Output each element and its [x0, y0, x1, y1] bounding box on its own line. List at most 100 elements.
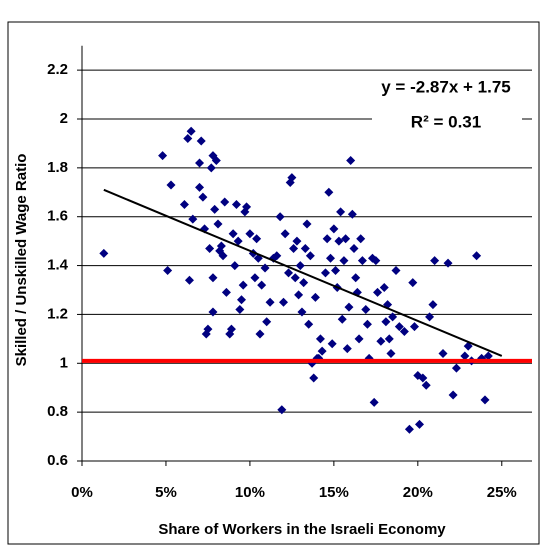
point — [183, 134, 193, 144]
x-tick-label: 20% — [403, 484, 433, 501]
x-tick-label: 5% — [155, 484, 177, 501]
point — [206, 163, 216, 173]
point — [388, 312, 398, 322]
point — [351, 273, 361, 283]
point — [460, 351, 470, 361]
point — [421, 380, 431, 390]
equation: y = -2.87x + 1.75 — [381, 77, 511, 96]
point — [329, 224, 339, 234]
point — [344, 302, 354, 312]
point — [438, 349, 448, 359]
point — [428, 300, 438, 310]
point — [245, 229, 255, 239]
point — [297, 307, 307, 317]
point — [203, 324, 213, 334]
grid — [77, 45, 532, 466]
point — [250, 273, 260, 283]
y-axis-label: Skilled / Unskilled Wage Ratio — [13, 154, 30, 367]
point — [277, 405, 287, 415]
point — [334, 236, 344, 246]
point — [275, 212, 285, 222]
point — [408, 278, 418, 288]
point — [262, 317, 272, 327]
point — [404, 424, 414, 434]
point — [272, 251, 282, 261]
point — [188, 214, 198, 224]
point — [300, 243, 310, 253]
point — [357, 256, 367, 266]
point — [211, 156, 221, 166]
point — [287, 173, 297, 183]
y-tick-label: 0.6 — [47, 452, 68, 469]
point — [320, 268, 330, 278]
x-axis-label: Share of Workers in the Israeli Economy — [158, 521, 446, 538]
r-squared: R² = 0.31 — [411, 112, 481, 131]
point — [394, 322, 404, 332]
point — [208, 307, 218, 317]
point — [213, 219, 223, 229]
point — [381, 317, 391, 327]
point — [341, 234, 351, 244]
point — [290, 273, 300, 283]
point — [158, 151, 168, 161]
point — [409, 322, 419, 332]
point — [231, 199, 241, 209]
point — [391, 265, 401, 275]
point — [349, 243, 359, 253]
point — [384, 334, 394, 344]
point — [315, 334, 325, 344]
point — [346, 156, 356, 166]
point — [237, 295, 247, 305]
point — [226, 324, 236, 334]
point — [337, 314, 347, 324]
point — [184, 275, 194, 285]
x-tick-label: 0% — [71, 484, 93, 501]
point — [399, 327, 409, 337]
point — [99, 248, 109, 258]
marks — [82, 126, 532, 434]
point — [322, 234, 332, 244]
point — [235, 305, 245, 315]
x-tick-label: 15% — [319, 484, 349, 501]
point — [371, 256, 381, 266]
point — [425, 312, 435, 322]
point — [386, 349, 396, 359]
point — [205, 243, 215, 253]
point — [379, 283, 389, 293]
point — [305, 251, 315, 261]
point — [284, 268, 294, 278]
point — [163, 265, 173, 275]
point — [221, 287, 231, 297]
point — [295, 261, 305, 271]
point — [278, 297, 288, 307]
y-tick-label: 1.6 — [47, 208, 68, 225]
point — [196, 136, 206, 146]
point — [483, 351, 493, 361]
point — [347, 209, 357, 219]
point — [342, 344, 352, 354]
point — [362, 319, 372, 329]
point — [255, 329, 265, 339]
point — [242, 202, 252, 212]
point — [198, 192, 208, 202]
y-tick-label: 1.8 — [47, 159, 68, 176]
point — [289, 243, 299, 253]
point — [208, 273, 218, 283]
point — [238, 280, 248, 290]
point — [304, 319, 314, 329]
y-tick-label: 1 — [60, 354, 68, 371]
point — [324, 187, 334, 197]
y-tick-label: 2 — [60, 110, 68, 127]
point — [302, 219, 312, 229]
point — [265, 297, 275, 307]
point — [228, 229, 238, 239]
point — [260, 263, 270, 273]
point — [448, 390, 458, 400]
point — [326, 253, 336, 263]
point — [336, 207, 346, 217]
point — [280, 229, 290, 239]
point — [361, 305, 371, 315]
point — [310, 292, 320, 302]
point — [480, 395, 490, 405]
